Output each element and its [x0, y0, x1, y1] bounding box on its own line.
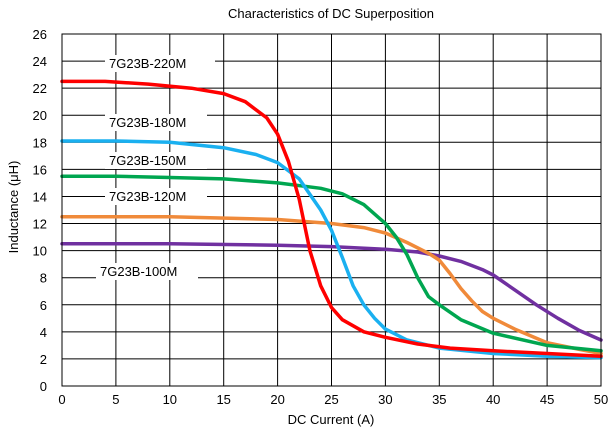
- series-label-background: [96, 263, 198, 280]
- series-label-7g23b-180m: 7G23B-180M: [109, 115, 186, 130]
- y-tick-label: 14: [33, 189, 47, 204]
- x-tick-label: 10: [163, 392, 177, 407]
- x-tick-label: 25: [324, 392, 338, 407]
- x-tick-label: 30: [378, 392, 392, 407]
- series-label-background: [105, 114, 207, 131]
- x-tick-label: 0: [58, 392, 65, 407]
- y-tick-label: 10: [33, 244, 47, 259]
- series-label-backgrounds: [96, 55, 215, 280]
- x-tick-label: 15: [216, 392, 230, 407]
- y-tick-label: 26: [33, 27, 47, 42]
- series-label-7g23b-120m: 7G23B-120M: [109, 189, 186, 204]
- series-label-7g23b-150m: 7G23B-150M: [109, 153, 186, 168]
- x-tick-labels: 0 5 10 15 20 25 30 35 40 45 50: [58, 392, 608, 407]
- y-tick-label: 4: [40, 325, 47, 340]
- series-label-7g23b-220m: 7G23B-220M: [109, 56, 186, 71]
- y-tick-label: 2: [40, 352, 47, 367]
- y-tick-label: 22: [33, 81, 47, 96]
- x-tick-label: 40: [486, 392, 500, 407]
- series-lines: [60, 79, 603, 360]
- series-label-7g23b-100m: 7G23B-100M: [100, 264, 177, 279]
- y-tick-label: 8: [40, 271, 47, 286]
- plot-frame: [61, 33, 602, 387]
- y-tick-label: 12: [33, 217, 47, 232]
- x-tick-label: 5: [112, 392, 119, 407]
- chart-title: Characteristics of DC Superposition: [228, 6, 434, 21]
- series-line-7g23b-150m: [60, 174, 603, 353]
- series-line-7g23b-120m: [60, 215, 603, 356]
- series-line-7g23b-220m: [60, 79, 603, 358]
- y-tick-label: 24: [33, 54, 47, 69]
- y-tick-label: 18: [33, 135, 47, 150]
- x-axis-title: DC Current (A): [288, 412, 375, 427]
- x-tick-label: 50: [594, 392, 608, 407]
- series-label-background: [105, 188, 207, 205]
- x-tick-label: 45: [540, 392, 554, 407]
- x-tick-label: 20: [270, 392, 284, 407]
- y-tick-label: 6: [40, 298, 47, 313]
- series-label-background: [105, 152, 207, 169]
- x-tick-label: 35: [432, 392, 446, 407]
- y-tick-label: 0: [40, 379, 47, 394]
- series-line-7g23b-100m: [60, 242, 603, 342]
- y-tick-label: 20: [33, 108, 47, 123]
- series-labels: 7G23B-220M 7G23B-180M 7G23B-150M 7G23B-120M…: [100, 56, 186, 279]
- y-axis-title: Inductance (μH): [6, 161, 21, 254]
- series-label-background: [105, 55, 215, 72]
- y-tick-label: 16: [33, 162, 47, 177]
